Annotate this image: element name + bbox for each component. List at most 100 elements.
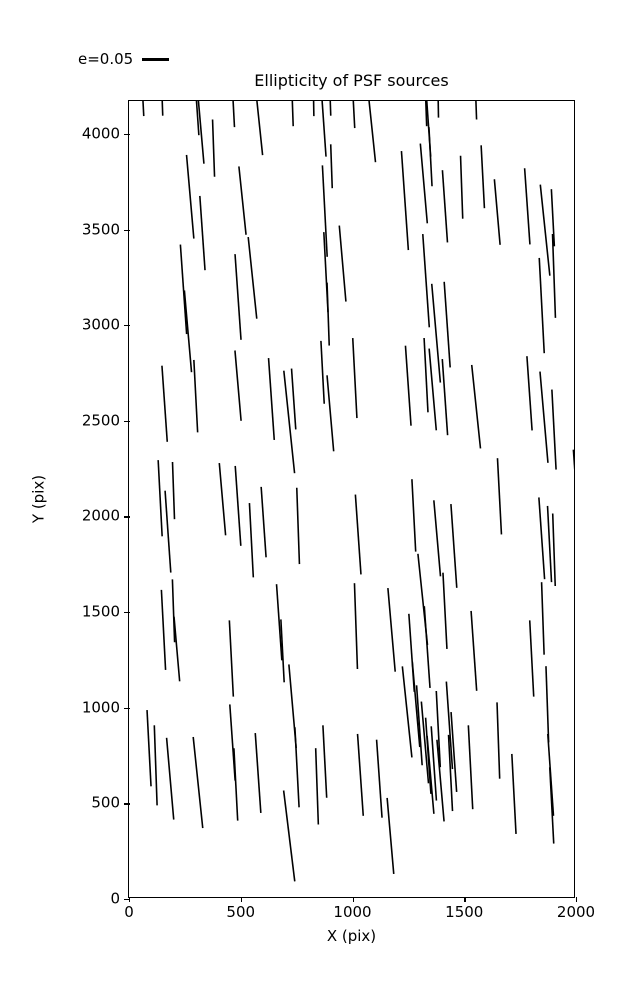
psf-whisker — [401, 666, 413, 758]
psf-whisker — [387, 587, 396, 672]
y-tick-label: 500 — [91, 793, 120, 812]
psf-whisker — [320, 340, 326, 404]
psf-whisker — [160, 589, 167, 670]
psf-whisker — [430, 726, 438, 801]
psf-whisker — [314, 748, 320, 825]
psf-whisker — [171, 461, 176, 520]
psf-whisker — [197, 101, 205, 164]
psf-whisker — [539, 184, 551, 276]
psf-whisker — [354, 494, 362, 575]
psf-whisker — [267, 358, 276, 441]
y-tick-label: 3000 — [81, 315, 120, 334]
psf-whisker — [423, 337, 429, 413]
psf-whisker — [441, 170, 449, 243]
psf-whisker — [173, 616, 181, 682]
psf-whisker — [290, 368, 297, 430]
psf-whisker — [428, 348, 438, 431]
psf-whisker — [551, 389, 557, 470]
psf-whisker — [523, 168, 531, 245]
psf-whisker — [322, 725, 328, 798]
psf-whisker — [411, 661, 421, 748]
psf-whisker — [153, 725, 158, 806]
psf-whisker — [423, 606, 431, 689]
y-tick-label: 1000 — [81, 698, 120, 717]
y-tick-mark — [124, 133, 130, 136]
x-tick-mark — [240, 896, 243, 902]
psf-whisker — [546, 505, 553, 583]
psf-whisker — [254, 732, 262, 814]
psf-whisker — [232, 101, 236, 128]
psf-whisker — [538, 257, 546, 354]
plot-axes: 0 500 1000 1500 2000 2500 3000 3500 4000 0 500 1000… — [82, 100, 595, 920]
y-tick-label: 4000 — [81, 124, 120, 143]
x-tick-mark — [129, 896, 131, 902]
y-tick-label: 1500 — [81, 602, 120, 621]
psf-whisker — [411, 479, 417, 552]
psf-whisker — [426, 735, 435, 814]
psf-whisker — [496, 458, 503, 535]
y-tick-mark — [124, 612, 130, 614]
psf-whisker — [353, 583, 359, 670]
x-axis-label: X (pix) — [326, 927, 377, 945]
psf-whisker — [443, 281, 451, 368]
psf-whisker — [248, 503, 255, 578]
psf-whisker — [326, 282, 331, 346]
psf-whisker — [280, 619, 285, 683]
psf-whisker — [551, 513, 557, 587]
psf-whisker — [538, 497, 546, 580]
psf-whisker — [424, 101, 428, 127]
psf-whisker — [450, 711, 458, 793]
y-tick-label: 0 — [110, 889, 120, 908]
psf-whisker — [493, 179, 501, 245]
psf-whisker — [441, 358, 449, 436]
page-title: Ellipticity of PSF sources — [254, 71, 449, 90]
psf-whisker — [294, 727, 300, 808]
psf-whisker — [475, 101, 478, 120]
y-axis-label-text: Y (pix) — [29, 474, 48, 524]
psf-whisker — [528, 620, 535, 697]
psf-whisker — [548, 767, 555, 844]
psf-whisker — [338, 225, 347, 302]
psf-whisker — [282, 790, 296, 882]
x-tick-label: 2000 — [556, 903, 596, 921]
whisker-scale-bar-icon — [142, 57, 170, 61]
psf-whisker — [211, 119, 216, 177]
psf-whisker — [164, 490, 172, 573]
psf-whisker — [420, 701, 430, 784]
psf-whisker — [400, 151, 410, 251]
psf-whisker — [218, 463, 227, 536]
psf-whisker — [480, 145, 486, 209]
whisker-layer — [142, 101, 574, 882]
psf-whisker — [356, 733, 365, 816]
psf-whisker — [283, 370, 296, 474]
psf-whisker — [428, 127, 433, 187]
psf-whisker — [386, 797, 395, 875]
psf-whisker — [375, 739, 383, 818]
psf-whisker — [447, 734, 454, 812]
psf-whisker — [368, 101, 377, 163]
psf-whisker — [142, 101, 145, 117]
psf-whisker — [161, 365, 169, 442]
psf-whisker — [161, 101, 164, 116]
psf-whisker — [165, 737, 175, 820]
psf-whisker — [445, 681, 454, 770]
psf-whisker — [146, 710, 152, 787]
psf-whisker — [260, 486, 267, 558]
psf-whisker — [415, 685, 423, 766]
psf-whisker — [550, 189, 556, 247]
x-tick-mark — [576, 896, 578, 902]
psf-whisker — [539, 371, 549, 463]
psf-whisker — [234, 350, 242, 421]
x-tick-label: 1500 — [445, 903, 484, 921]
psf-whisker — [467, 725, 474, 810]
y-tick-mark — [124, 516, 130, 518]
psf-whisker — [321, 165, 328, 257]
psf-whisker — [433, 500, 442, 577]
y-tick-label: 2000 — [81, 506, 120, 525]
psf-whisker — [228, 620, 235, 697]
psf-whisker — [540, 582, 545, 655]
psf-whisker — [234, 465, 242, 546]
psf-whisker — [185, 154, 195, 239]
y-tick-label: 3500 — [81, 220, 120, 239]
